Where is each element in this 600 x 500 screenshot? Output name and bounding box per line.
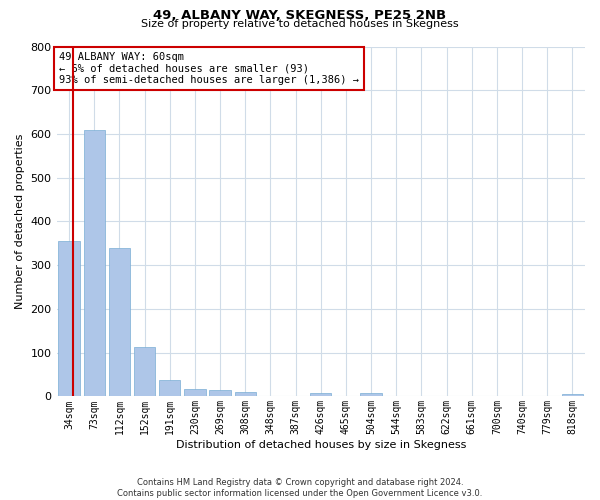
Text: Size of property relative to detached houses in Skegness: Size of property relative to detached ho… <box>141 19 459 29</box>
Bar <box>310 393 331 396</box>
Bar <box>361 393 382 396</box>
Bar <box>83 130 105 396</box>
Text: 49, ALBANY WAY, SKEGNESS, PE25 2NB: 49, ALBANY WAY, SKEGNESS, PE25 2NB <box>154 9 446 22</box>
Bar <box>109 248 130 396</box>
Text: 49 ALBANY WAY: 60sqm
← 6% of detached houses are smaller (93)
93% of semi-detach: 49 ALBANY WAY: 60sqm ← 6% of detached ho… <box>59 52 359 85</box>
Text: Contains HM Land Registry data © Crown copyright and database right 2024.
Contai: Contains HM Land Registry data © Crown c… <box>118 478 482 498</box>
Bar <box>209 390 231 396</box>
X-axis label: Distribution of detached houses by size in Skegness: Distribution of detached houses by size … <box>176 440 466 450</box>
Bar <box>562 394 583 396</box>
Bar <box>159 380 181 396</box>
Bar <box>184 388 206 396</box>
Bar <box>58 241 80 396</box>
Bar <box>235 392 256 396</box>
Bar <box>134 347 155 397</box>
Y-axis label: Number of detached properties: Number of detached properties <box>15 134 25 309</box>
